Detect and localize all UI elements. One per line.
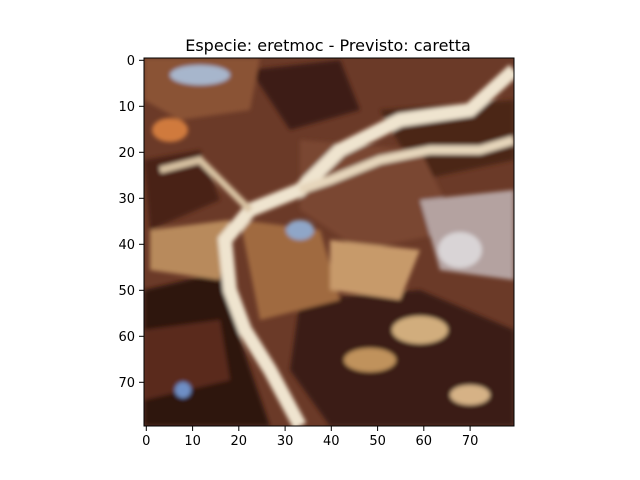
x-tick: 30 <box>277 426 294 449</box>
x-axis: 0 10 20 30 40 50 60 70 <box>142 426 478 449</box>
figure-title: Especie: eretmoc - Previsto: caretta <box>185 36 471 55</box>
y-tick-label: 40 <box>118 238 135 253</box>
turtle-shell-image <box>144 58 514 426</box>
x-tick-label: 60 <box>416 434 433 449</box>
x-tick: 10 <box>184 426 201 449</box>
x-tick-label: 50 <box>369 434 386 449</box>
x-tick: 50 <box>369 426 386 449</box>
y-tick-label: 30 <box>118 192 135 207</box>
x-tick: 70 <box>462 426 479 449</box>
y-tick-label: 60 <box>118 330 135 345</box>
y-tick: 20 <box>118 146 144 161</box>
x-tick-label: 0 <box>142 434 150 449</box>
y-tick-label: 70 <box>118 376 135 391</box>
x-tick-label: 70 <box>462 434 479 449</box>
y-axis: 0 10 20 30 40 50 60 70 <box>118 54 144 391</box>
y-tick: 40 <box>118 238 144 253</box>
y-tick: 30 <box>118 192 144 207</box>
y-tick: 10 <box>118 100 144 115</box>
y-tick: 70 <box>118 376 144 391</box>
x-tick-label: 10 <box>184 434 201 449</box>
y-tick-label: 20 <box>118 146 135 161</box>
y-tick: 60 <box>118 330 144 345</box>
x-tick: 0 <box>142 426 150 449</box>
x-tick-label: 20 <box>231 434 248 449</box>
y-tick-label: 50 <box>118 284 135 299</box>
x-tick: 20 <box>231 426 248 449</box>
y-tick-label: 0 <box>127 54 135 69</box>
x-tick-label: 40 <box>323 434 340 449</box>
x-tick-label: 30 <box>277 434 294 449</box>
y-tick: 50 <box>118 284 144 299</box>
x-tick: 40 <box>323 426 340 449</box>
x-tick: 60 <box>416 426 433 449</box>
image-frame <box>143 57 515 427</box>
y-tick: 0 <box>127 54 144 69</box>
y-tick-label: 10 <box>118 100 135 115</box>
